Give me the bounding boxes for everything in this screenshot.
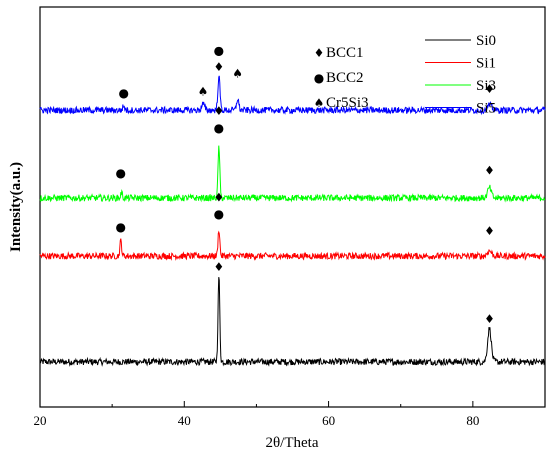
annotation-layer: ♦ ♦ ● ● ♦ ♦ ● ● ♦ ♦ ● ♠ ♦ ● ♠ ♦	[116, 43, 495, 325]
phase-legend-label-bcc1: BCC1	[326, 45, 364, 61]
phase-marker-12: ♦	[214, 60, 225, 74]
plot-frame	[39, 6, 546, 408]
series-line-si0	[39, 277, 546, 367]
phase-marker-11: ♠	[198, 85, 209, 99]
x-axis-ticks: 20 40 60 80	[34, 401, 479, 428]
legend-label-si3: Si3	[476, 78, 496, 94]
phase-legend-symbol-bcc1: ♦	[314, 46, 325, 60]
phase-legend-label-bcc2: BCC2	[326, 70, 364, 86]
legend-label-si1: Si1	[476, 56, 496, 72]
phase-marker-13: ●	[214, 43, 224, 57]
phase-marker-8: ♦	[214, 104, 225, 118]
phase-marker-0: ♦	[214, 260, 225, 274]
phase-marker-2: ●	[116, 220, 126, 234]
x-tick-label-60: 60	[322, 413, 335, 428]
phase-legend-symbol-cr5si3: ♠	[314, 96, 325, 110]
series-legend: Si0 Si1 Si3 Si5	[425, 33, 496, 117]
phase-marker-9: ♦	[484, 163, 495, 177]
phase-marker-3: ●	[214, 207, 224, 221]
x-tick-label-20: 20	[34, 413, 47, 428]
phase-marker-6: ●	[116, 166, 126, 180]
phase-legend: ♦ BCC1● BCC2♠ Cr5Si3	[314, 45, 369, 111]
phase-legend-label-cr5si3: Cr5Si3	[326, 95, 369, 111]
x-axis-label: 2θ/Theta	[266, 435, 319, 451]
legend-label-si0: Si0	[476, 33, 496, 49]
series-line-si5	[39, 75, 546, 116]
y-axis-label: Intensity(a.u.)	[8, 162, 24, 252]
x-tick-label-40: 40	[178, 413, 191, 428]
phase-marker-5: ♦	[484, 224, 495, 238]
series-line-si3	[39, 145, 546, 203]
legend-label-si5: Si5	[476, 101, 496, 117]
series-layer	[39, 75, 546, 367]
series-line-si1	[39, 230, 546, 261]
phase-legend-symbol-bcc2: ●	[314, 71, 324, 85]
phase-marker-10: ●	[118, 86, 128, 100]
phase-marker-4: ♦	[214, 190, 225, 204]
phase-marker-1: ♦	[484, 312, 495, 326]
phase-marker-14: ♠	[232, 67, 243, 81]
phase-marker-7: ●	[214, 121, 224, 135]
x-tick-label-80: 80	[466, 413, 479, 428]
phase-marker-15: ♦	[484, 82, 495, 96]
